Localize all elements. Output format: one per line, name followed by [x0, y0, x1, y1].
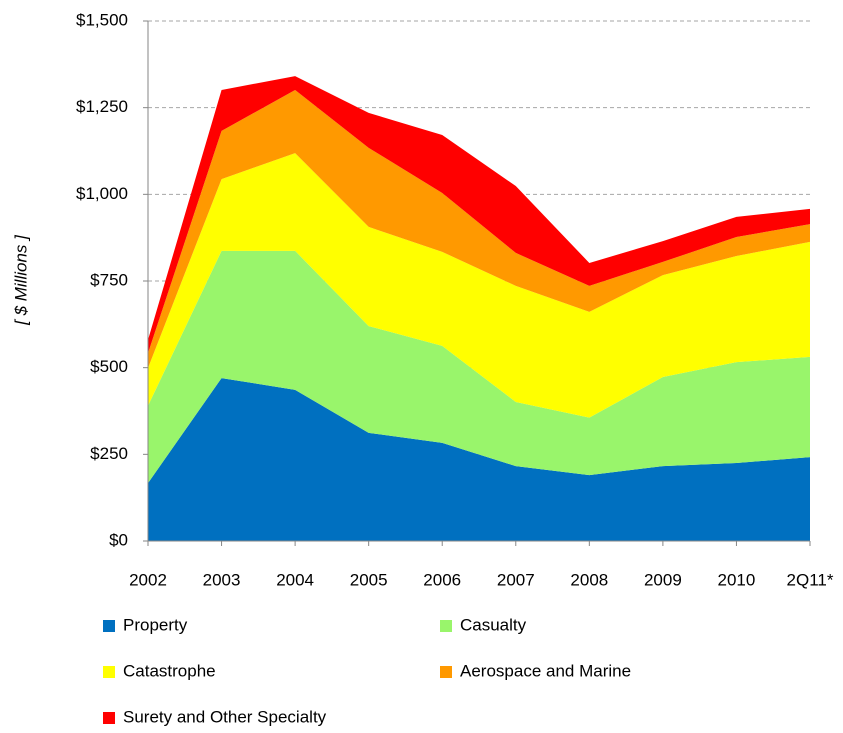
x-tick-label: 2010 — [718, 570, 756, 589]
x-tick-label: 2005 — [350, 570, 388, 589]
area — [148, 76, 810, 354]
x-tick-label: 2002 — [129, 570, 167, 589]
x-tick-label: 2007 — [497, 570, 535, 589]
legend-swatch — [103, 712, 115, 724]
legend-label: Property — [123, 615, 188, 634]
legend-swatch — [440, 620, 452, 632]
x-tick-label: 2006 — [423, 570, 461, 589]
y-tick-label: $1,500 — [76, 10, 128, 29]
y-tick-label: $750 — [90, 270, 128, 289]
area — [148, 250, 810, 484]
legend-label: Casualty — [460, 615, 527, 634]
y-tick-label: $1,000 — [76, 184, 128, 203]
y-tick-label: $250 — [90, 444, 128, 463]
x-tick-label: 2003 — [203, 570, 241, 589]
legend-label: Surety and Other Specialty — [123, 707, 327, 726]
legend-label: Catastrophe — [123, 661, 216, 680]
legend-label: Aerospace and Marine — [460, 661, 631, 680]
x-tick-label: 2009 — [644, 570, 682, 589]
y-tick-label: $1,250 — [76, 97, 128, 116]
area — [148, 378, 810, 541]
area — [148, 89, 810, 369]
legend-swatch — [103, 620, 115, 632]
y-tick-label: $0 — [109, 530, 128, 549]
y-axis-label: [ $ Millions ] — [11, 234, 30, 326]
x-tick-label: 2004 — [276, 570, 314, 589]
area — [148, 153, 810, 418]
legend-swatch — [440, 666, 452, 678]
legend-swatch — [103, 666, 115, 678]
y-tick-label: $500 — [90, 357, 128, 376]
x-tick-label: 2Q11* — [787, 570, 834, 589]
x-tick-label: 2008 — [570, 570, 608, 589]
